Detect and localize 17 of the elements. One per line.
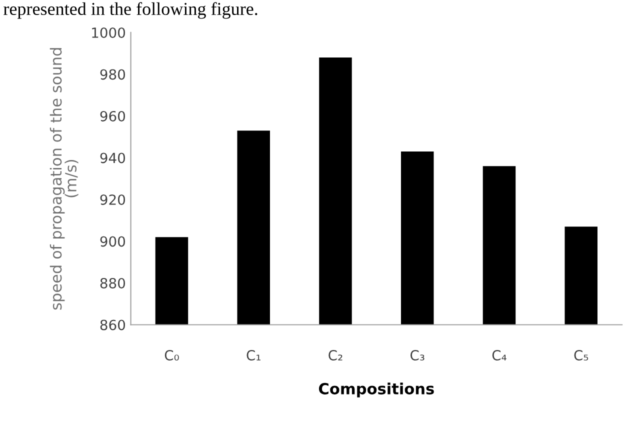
- x-tick-label: C₀: [164, 350, 179, 360]
- y-tick-label: 960: [100, 110, 126, 122]
- y-axis-title: speed of propagation of the sound (m/s): [50, 48, 78, 310]
- x-tick-label: C₂: [328, 350, 342, 360]
- x-tick-label: C₄: [492, 350, 506, 360]
- y-tick-label: 860: [100, 320, 126, 330]
- y-tick-label: 980: [100, 69, 126, 80]
- x-tick-label: C₃: [410, 350, 424, 360]
- y-tick-label: 880: [100, 278, 126, 288]
- y-tick-label: 940: [100, 152, 126, 164]
- y-tick-label: 920: [100, 194, 126, 205]
- y-tick-label: 1000: [92, 27, 126, 38]
- x-tick-label: C₅: [574, 350, 588, 360]
- x-axis-title: Compositions: [318, 382, 434, 398]
- text: represented in the following figure.: [4, 2, 258, 19]
- y-tick-label: 900: [100, 236, 126, 247]
- x-tick-label: C₁: [246, 350, 260, 360]
